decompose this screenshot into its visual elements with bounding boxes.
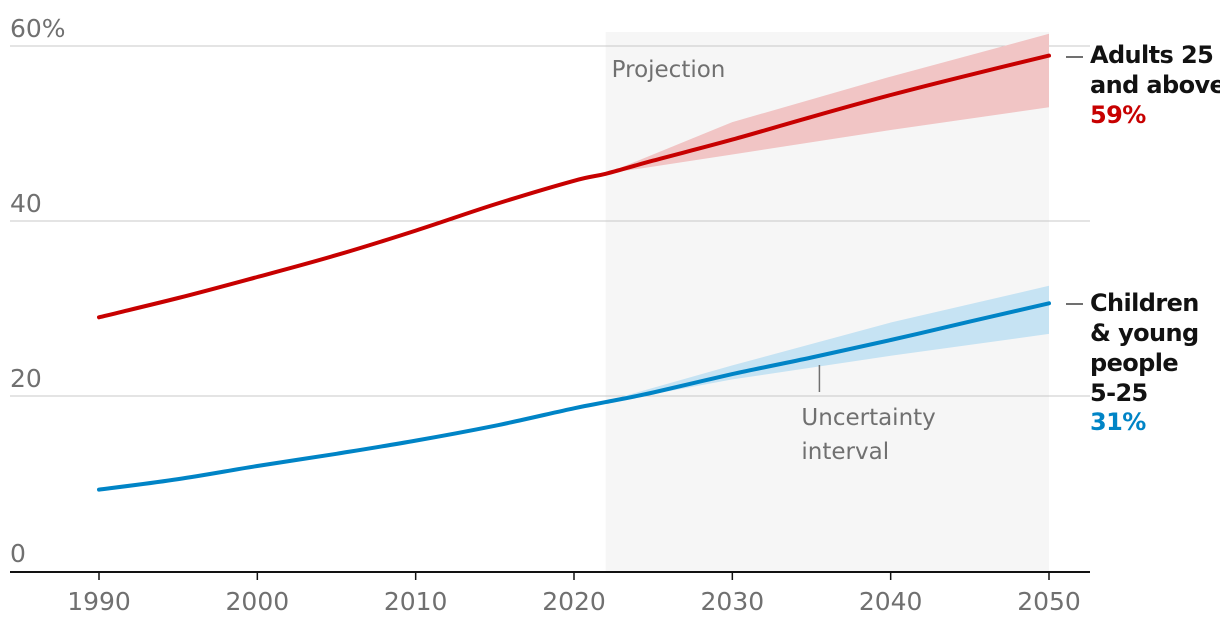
legend-value-children: 31% — [1090, 408, 1146, 436]
x-tick-label: 2040 — [859, 587, 923, 616]
x-tick-label: 2010 — [384, 587, 448, 616]
y-tick-label: 40 — [10, 189, 42, 218]
uncertainty-label-line: interval — [801, 439, 889, 465]
legend-name-children: 5-25 — [1090, 379, 1148, 407]
y-tick-label: 0 — [10, 539, 26, 568]
uncertainty-band-children — [526, 285, 1049, 419]
y-axis-ticks: 0 20 40 60% — [10, 14, 66, 568]
uncertainty-band-adults — [605, 33, 1049, 174]
uncertainty-label: Uncertainty interval — [801, 405, 935, 465]
x-tick-label: 1990 — [67, 587, 131, 616]
gridlines — [10, 45, 1090, 397]
series-line-children — [97, 301, 1051, 492]
series-lines — [97, 53, 1051, 492]
x-tick-label: 2000 — [226, 587, 290, 616]
x-tick-label: 2020 — [542, 587, 606, 616]
series-line-adults — [97, 53, 1051, 320]
y-tick-label: 60% — [10, 14, 66, 43]
x-tick-label: 2050 — [1017, 587, 1081, 616]
y-tick-label: 20 — [10, 364, 42, 393]
legend-name-children: people — [1090, 349, 1178, 377]
x-axis-ticks: 1990 2000 2010 2020 2030 2040 2050 — [67, 573, 1081, 616]
legend-name-adults: Adults 25 — [1090, 41, 1213, 69]
uncertainty-label-line: Uncertainty — [801, 405, 935, 431]
x-tick-label: 2030 — [701, 587, 765, 616]
projection-label: Projection — [612, 57, 726, 83]
legend-name-children: & young — [1090, 319, 1199, 347]
legend-value-adults: 59% — [1090, 101, 1146, 129]
uncertainty-bands — [526, 33, 1049, 419]
legend-name-children: Children — [1090, 289, 1199, 317]
legend-name-adults: and above — [1090, 71, 1220, 99]
